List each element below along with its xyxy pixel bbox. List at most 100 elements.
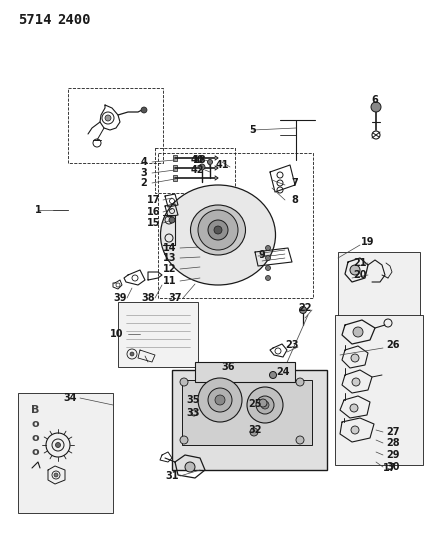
- Circle shape: [265, 265, 270, 271]
- Text: 7: 7: [291, 178, 298, 188]
- Circle shape: [352, 378, 360, 386]
- Circle shape: [371, 102, 381, 112]
- Text: 23: 23: [285, 340, 299, 350]
- Text: 5: 5: [250, 125, 256, 135]
- Text: 5714: 5714: [18, 13, 51, 27]
- Text: 31: 31: [165, 471, 179, 481]
- Circle shape: [141, 107, 147, 113]
- Text: 21: 21: [353, 258, 367, 268]
- Circle shape: [259, 399, 267, 407]
- Text: 16: 16: [147, 207, 161, 217]
- Text: 22: 22: [298, 303, 312, 313]
- Circle shape: [350, 265, 360, 275]
- Text: 39: 39: [113, 293, 127, 303]
- Text: 8: 8: [291, 195, 298, 205]
- Circle shape: [300, 306, 306, 313]
- Bar: [195, 362, 295, 382]
- Text: 38: 38: [141, 293, 155, 303]
- Circle shape: [353, 327, 363, 337]
- Circle shape: [247, 387, 283, 423]
- Bar: [173, 165, 177, 171]
- Text: 2: 2: [141, 178, 147, 188]
- Text: 42: 42: [190, 165, 204, 175]
- Circle shape: [180, 378, 188, 386]
- Ellipse shape: [190, 205, 246, 255]
- Bar: [68, 88, 163, 163]
- Text: 3: 3: [141, 168, 147, 178]
- Text: 6: 6: [372, 95, 378, 105]
- Circle shape: [350, 404, 358, 412]
- Text: 26: 26: [386, 340, 400, 350]
- Circle shape: [105, 115, 111, 121]
- Circle shape: [208, 220, 228, 240]
- Text: 4: 4: [141, 157, 147, 167]
- Circle shape: [250, 428, 258, 436]
- Text: 35: 35: [186, 395, 200, 405]
- Circle shape: [208, 388, 232, 412]
- Circle shape: [180, 436, 188, 444]
- Text: 17: 17: [147, 195, 161, 205]
- Circle shape: [351, 354, 359, 362]
- Circle shape: [214, 226, 222, 234]
- Circle shape: [54, 473, 58, 477]
- Circle shape: [270, 372, 276, 378]
- Bar: [338, 252, 420, 317]
- Text: 34: 34: [63, 393, 77, 403]
- Text: B: B: [31, 405, 39, 415]
- Text: 15: 15: [147, 218, 161, 228]
- Text: o: o: [31, 447, 39, 457]
- Bar: [158, 153, 313, 298]
- Bar: [18, 393, 113, 513]
- Text: 12: 12: [163, 264, 177, 274]
- Text: 30: 30: [386, 462, 400, 472]
- Text: 17: 17: [383, 463, 397, 473]
- Circle shape: [185, 462, 195, 472]
- Text: 20: 20: [353, 270, 367, 280]
- Circle shape: [261, 401, 269, 409]
- Text: 28: 28: [386, 438, 400, 448]
- Text: o: o: [31, 419, 39, 429]
- Circle shape: [265, 255, 270, 261]
- Text: 29: 29: [386, 450, 400, 460]
- Bar: [335, 315, 423, 465]
- Text: 27: 27: [386, 427, 400, 437]
- Circle shape: [265, 246, 270, 251]
- Circle shape: [215, 395, 225, 405]
- Circle shape: [169, 217, 175, 223]
- Circle shape: [265, 276, 270, 280]
- Bar: [173, 175, 177, 181]
- Text: 32: 32: [248, 425, 262, 435]
- Circle shape: [296, 378, 304, 386]
- Bar: [173, 155, 177, 161]
- Text: 9: 9: [259, 250, 265, 260]
- Text: 25: 25: [248, 399, 262, 409]
- Bar: [172, 370, 327, 470]
- Circle shape: [199, 164, 205, 170]
- Text: 11: 11: [163, 276, 177, 286]
- Text: 10: 10: [110, 329, 124, 339]
- Text: 13: 13: [163, 253, 177, 263]
- Bar: [118, 302, 198, 367]
- Circle shape: [256, 396, 274, 414]
- Text: 33: 33: [186, 408, 200, 418]
- Circle shape: [198, 210, 238, 250]
- Text: 1: 1: [35, 205, 42, 215]
- Text: 19: 19: [361, 237, 375, 247]
- Text: o: o: [31, 433, 39, 443]
- Text: 40: 40: [190, 155, 204, 165]
- Circle shape: [208, 159, 212, 165]
- Bar: [182, 380, 312, 445]
- Text: 18: 18: [193, 155, 207, 165]
- Circle shape: [351, 426, 359, 434]
- Circle shape: [296, 436, 304, 444]
- Bar: [155, 148, 235, 193]
- Text: 37: 37: [168, 293, 182, 303]
- Circle shape: [130, 352, 134, 356]
- Text: 14: 14: [163, 243, 177, 253]
- Text: 41: 41: [215, 160, 229, 170]
- Circle shape: [56, 442, 60, 448]
- Circle shape: [198, 378, 242, 422]
- Text: 36: 36: [221, 362, 235, 372]
- Ellipse shape: [160, 185, 276, 285]
- Text: 24: 24: [276, 367, 290, 377]
